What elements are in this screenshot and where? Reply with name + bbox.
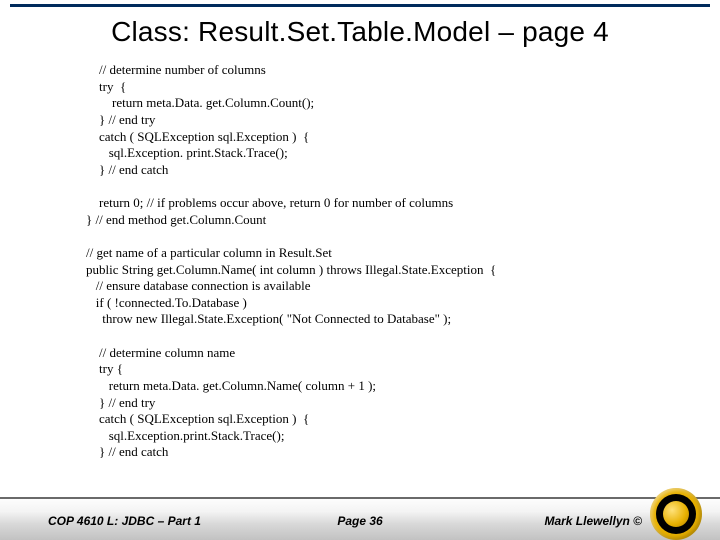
logo-core — [663, 501, 689, 527]
slide-container: Class: Result.Set.Table.Model – page 4 /… — [0, 0, 720, 540]
slide-title: Class: Result.Set.Table.Model – page 4 — [0, 16, 720, 48]
top-divider — [10, 4, 710, 7]
code-block: // determine number of columns try { ret… — [86, 62, 680, 461]
footer-top-line — [0, 497, 720, 499]
ucf-logo-icon — [650, 488, 702, 540]
footer-bar: COP 4610 L: JDBC – Part 1 Page 36 Mark L… — [0, 498, 720, 540]
footer-author: Mark Llewellyn © — [544, 514, 642, 528]
